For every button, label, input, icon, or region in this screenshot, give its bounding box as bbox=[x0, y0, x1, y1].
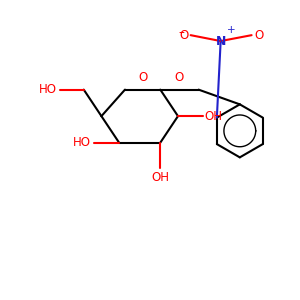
Text: O: O bbox=[138, 71, 147, 84]
Text: –: – bbox=[179, 26, 185, 39]
Text: O: O bbox=[175, 71, 184, 84]
Text: O: O bbox=[179, 29, 188, 42]
Text: N: N bbox=[215, 34, 226, 48]
Text: +: + bbox=[226, 25, 235, 35]
Text: OH: OH bbox=[151, 171, 169, 184]
Text: OH: OH bbox=[205, 110, 223, 123]
Text: O: O bbox=[254, 29, 264, 42]
Text: HO: HO bbox=[39, 83, 57, 96]
Text: HO: HO bbox=[73, 136, 91, 149]
